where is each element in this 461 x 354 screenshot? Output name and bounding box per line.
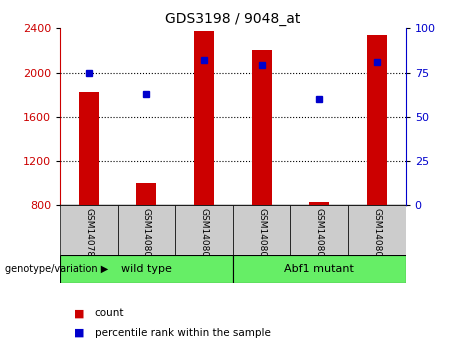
- Text: genotype/variation ▶: genotype/variation ▶: [5, 264, 108, 274]
- FancyBboxPatch shape: [348, 205, 406, 255]
- Text: percentile rank within the sample: percentile rank within the sample: [95, 328, 271, 338]
- Text: ■: ■: [74, 328, 84, 338]
- FancyBboxPatch shape: [60, 205, 118, 255]
- FancyBboxPatch shape: [175, 205, 233, 255]
- FancyBboxPatch shape: [290, 205, 348, 255]
- Title: GDS3198 / 9048_at: GDS3198 / 9048_at: [165, 12, 301, 26]
- Bar: [309, 202, 329, 205]
- FancyBboxPatch shape: [118, 205, 175, 255]
- FancyBboxPatch shape: [233, 255, 406, 283]
- Text: count: count: [95, 308, 124, 318]
- Text: GSM140800: GSM140800: [142, 208, 151, 263]
- Text: GSM140786: GSM140786: [84, 208, 93, 263]
- Bar: [252, 51, 272, 205]
- Bar: [194, 30, 214, 205]
- Text: GSM140801: GSM140801: [200, 208, 208, 263]
- Text: ■: ■: [74, 308, 84, 318]
- FancyBboxPatch shape: [60, 255, 233, 283]
- FancyBboxPatch shape: [233, 205, 290, 255]
- Bar: [79, 92, 99, 205]
- Text: Abf1 mutant: Abf1 mutant: [284, 264, 354, 274]
- Bar: [136, 183, 156, 205]
- Text: GSM140803: GSM140803: [315, 208, 324, 263]
- Text: GSM140802: GSM140802: [257, 208, 266, 263]
- Text: GSM140804: GSM140804: [372, 208, 381, 263]
- Bar: [367, 35, 387, 205]
- Text: wild type: wild type: [121, 264, 172, 274]
